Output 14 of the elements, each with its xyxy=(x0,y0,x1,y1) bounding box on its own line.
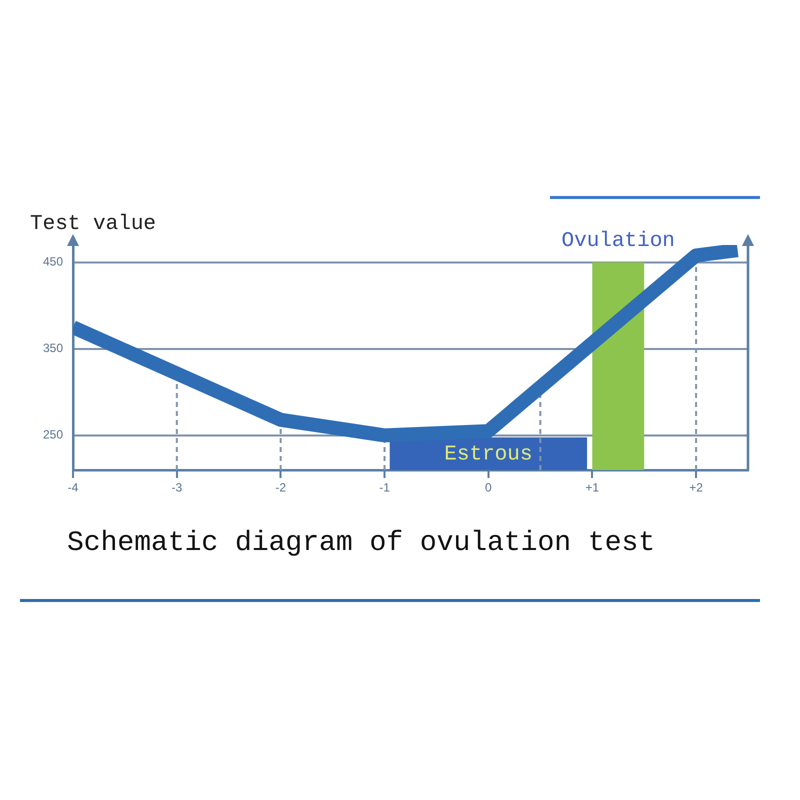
x-tick-label: -2 xyxy=(275,480,286,495)
x-tick-label: -4 xyxy=(68,480,79,495)
x-tick-label: -3 xyxy=(172,480,183,495)
y-tick-label: 250 xyxy=(42,428,64,442)
x-tick-label: +2 xyxy=(689,480,704,495)
x-tick-label: 0 xyxy=(485,480,492,495)
band-label: Estrous xyxy=(444,443,532,466)
y-axis-title: Test value xyxy=(30,212,156,238)
y-tick-label: 350 xyxy=(42,341,64,356)
band-label: Ovulation xyxy=(561,230,675,253)
y-tick-label: 450 xyxy=(42,254,64,269)
text: Schematic diagram of ovulation test xyxy=(67,527,656,561)
x-tick-label: -1 xyxy=(379,480,390,495)
x-tick-label: +1 xyxy=(585,480,600,495)
